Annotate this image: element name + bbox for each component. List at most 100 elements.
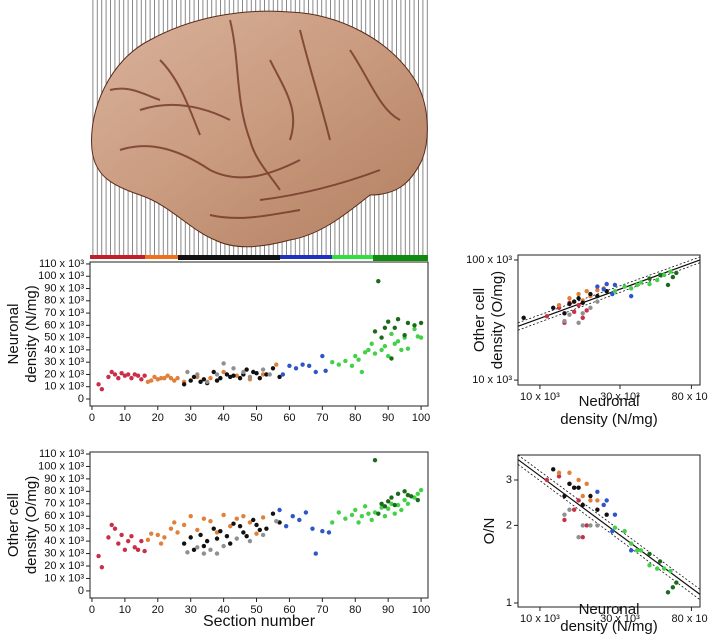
x-tick-label: 10 x 10³ (520, 391, 560, 403)
data-point (405, 346, 411, 351)
y-tick-label: 50 x 10³ (44, 523, 84, 535)
y-axis-title: density (N/mg) (23, 285, 40, 383)
data-point (418, 335, 424, 340)
y-axis-title: Other cell (471, 288, 488, 352)
data-point (109, 522, 114, 528)
data-point (257, 375, 263, 381)
data-point (556, 470, 562, 475)
series (145, 512, 266, 546)
data-point (604, 281, 609, 287)
fit-line (517, 454, 701, 590)
series (562, 507, 600, 540)
data-point (313, 551, 318, 556)
data-point (369, 517, 374, 523)
data-point (402, 489, 407, 494)
data-point (313, 369, 318, 375)
data-point (647, 551, 652, 557)
data-point (175, 530, 180, 535)
x-tick-label: 80 x 10³ (672, 613, 708, 625)
data-point (661, 566, 667, 571)
data-point (251, 517, 256, 523)
y-tick-label: 40 x 10³ (44, 344, 84, 356)
series (96, 369, 147, 392)
data-point (320, 528, 325, 534)
data-point (604, 512, 609, 517)
data-point (647, 563, 652, 568)
data-point (588, 291, 593, 297)
data-point (125, 538, 131, 544)
data-point (353, 353, 358, 359)
data-point (257, 527, 263, 533)
data-point (214, 372, 220, 377)
data-point (580, 534, 585, 540)
data-point (208, 375, 213, 381)
data-point (247, 520, 253, 525)
x-tick-label: 30 (185, 604, 197, 616)
y-tick-label: 90 x 10³ (44, 282, 84, 294)
data-point (376, 278, 381, 284)
data-point (247, 374, 253, 380)
data-point (668, 269, 673, 274)
y-tick-label: 20 x 10³ (44, 560, 84, 572)
data-point (283, 523, 289, 529)
data-point (343, 358, 348, 364)
x-tick-label: 30 x 10³ (600, 613, 640, 625)
data-point (604, 498, 609, 503)
data-point (562, 512, 567, 517)
data-point (356, 520, 361, 525)
series (595, 281, 634, 299)
data-point (657, 272, 663, 278)
data-point (612, 525, 618, 530)
y-tick-label: 10 x 10³ (472, 374, 512, 386)
data-point (343, 516, 348, 521)
data-point (135, 547, 141, 553)
data-point (188, 514, 193, 519)
data-point (409, 494, 414, 499)
data-point (297, 517, 302, 523)
data-point (181, 522, 187, 528)
x-tick-label: 30 x 10³ (600, 391, 640, 403)
data-point (610, 528, 615, 534)
y-tick-label: 100 x 10³ (38, 460, 84, 472)
y-tick-label: 80 x 10³ (44, 485, 84, 497)
data-point (198, 532, 203, 538)
y-tick-label: 0 (78, 393, 84, 405)
region-bar (90, 255, 428, 261)
x-tick-label: 80 (349, 412, 361, 424)
data-point (287, 363, 292, 369)
plot-frame (89, 451, 429, 599)
data-point (218, 528, 223, 534)
series (185, 519, 279, 556)
series (181, 511, 282, 553)
data-point (576, 534, 581, 540)
x-axis-title: density (N/mg) (560, 411, 658, 428)
data-point (571, 299, 577, 304)
fit-line (517, 464, 701, 601)
data-point (674, 270, 679, 276)
data-point (634, 548, 640, 553)
data-point (665, 282, 671, 288)
y-tick-label: 30 x 10³ (44, 356, 84, 368)
data-point (544, 314, 550, 319)
data-point (188, 378, 193, 383)
data-point (418, 320, 424, 326)
series (647, 551, 679, 595)
x-tick-label: 80 (349, 604, 361, 616)
series (551, 467, 609, 517)
data-point (277, 374, 282, 380)
data-point (576, 320, 581, 325)
data-point (412, 326, 417, 332)
data-point (264, 372, 269, 377)
data-point (201, 377, 207, 382)
data-point (612, 282, 618, 288)
data-point (211, 526, 216, 531)
data-point (379, 347, 384, 353)
data-point (201, 543, 207, 549)
series (647, 270, 679, 288)
data-point (595, 288, 600, 293)
data-point (562, 493, 567, 499)
x-tick-label: 80 x 10³ (672, 391, 708, 403)
y-tick-label: 1 (506, 597, 512, 609)
data-point (622, 528, 627, 534)
series (544, 474, 589, 540)
